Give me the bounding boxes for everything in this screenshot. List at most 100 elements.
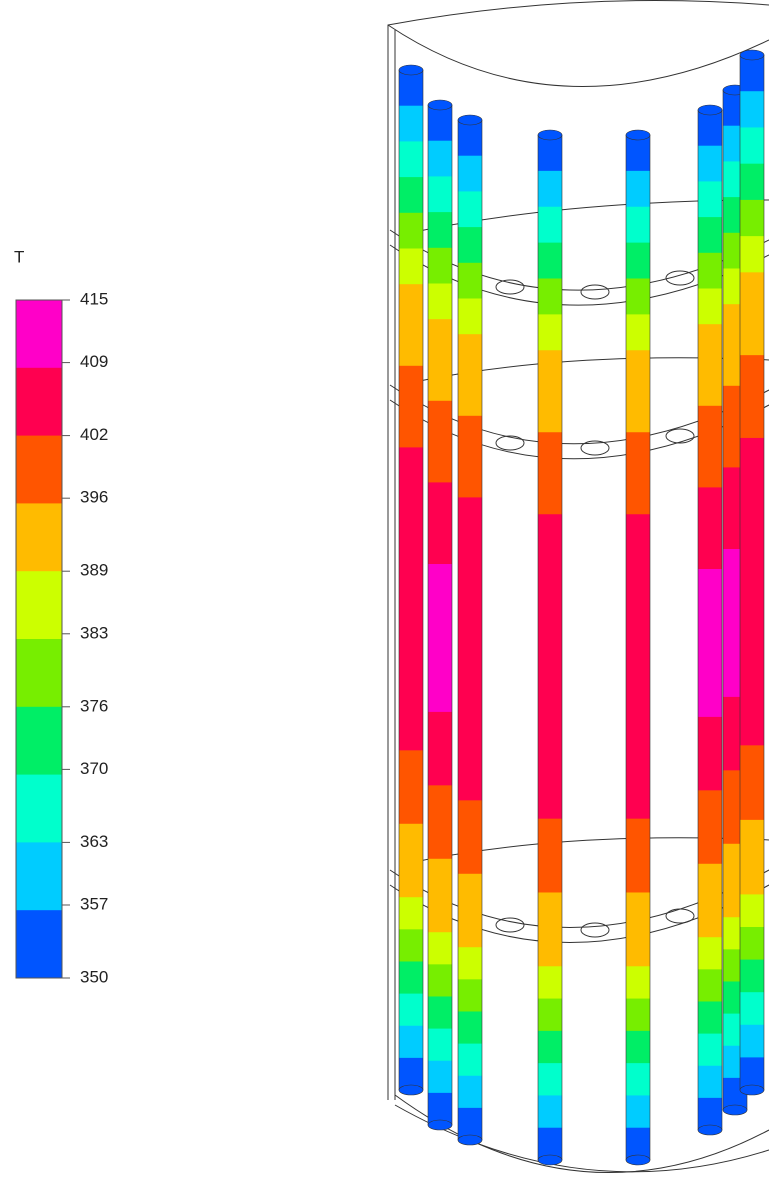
rod-segment [399, 248, 423, 285]
rod-segment [428, 319, 452, 402]
rod-segment [458, 1075, 482, 1109]
rod-segment [740, 926, 764, 961]
rod-segment [538, 432, 562, 515]
rod-segment [428, 564, 452, 713]
rod-segment [538, 314, 562, 351]
rod-segment [698, 217, 722, 254]
rod-segment [399, 750, 423, 825]
tick-label: 402 [80, 425, 108, 444]
color-band [16, 300, 62, 369]
rod-segment [698, 716, 722, 791]
rod-segment [626, 1063, 650, 1096]
rod-segment [399, 212, 423, 249]
rod-segment [428, 964, 452, 997]
color-band [16, 842, 62, 911]
color-band [16, 639, 62, 708]
rod-segment [740, 745, 764, 821]
rod-segment [626, 314, 650, 351]
rod-segment [740, 272, 764, 356]
rod-segment [428, 283, 452, 320]
rod-segment [740, 894, 764, 928]
color-band [16, 503, 62, 572]
rod-segment [428, 1028, 452, 1062]
tick-label: 370 [80, 759, 108, 778]
rod-segment [399, 141, 423, 178]
color-band [16, 435, 62, 504]
rod-segment [458, 873, 482, 948]
rod-segment [399, 897, 423, 930]
rod-segment [626, 242, 650, 279]
rod-segment [538, 1063, 562, 1096]
rod-segment [458, 262, 482, 299]
rod-segment [698, 790, 722, 865]
rod-segment [428, 212, 452, 249]
legend-title: T [14, 247, 24, 266]
rod-cap [427, 99, 453, 111]
rod-segment [538, 818, 562, 893]
rod-base [722, 1104, 748, 1116]
rod-segment [626, 514, 650, 820]
rod-segment [698, 405, 722, 488]
rod-segment [538, 278, 562, 315]
rod-base [427, 1119, 453, 1131]
rod-segment [458, 227, 482, 264]
rod-segment [458, 415, 482, 498]
rod-segment [399, 365, 423, 448]
rod-segment [698, 937, 722, 970]
rod-segment [698, 1001, 722, 1035]
rod-segment [538, 966, 562, 1000]
rod-segment [740, 959, 764, 993]
rod-segment [458, 298, 482, 335]
rod-segment [626, 135, 650, 172]
rod-segment [428, 996, 452, 1030]
rod-segment [538, 170, 562, 208]
rod-segment [626, 892, 650, 967]
rod-segment [399, 993, 423, 1027]
rod-cap [457, 114, 483, 126]
rod-base [457, 1134, 483, 1146]
color-band [16, 571, 62, 640]
rod-segment [458, 155, 482, 192]
rod-segment [626, 432, 650, 515]
rod-segment [428, 176, 452, 213]
rod-segment [538, 350, 562, 433]
rod-segment [458, 497, 482, 801]
rod-segment [740, 91, 764, 128]
rod-segment [626, 278, 650, 315]
rod-segment [428, 482, 452, 565]
rod-segment [399, 70, 423, 107]
tick-label: 350 [80, 967, 108, 986]
rod-segment [740, 163, 764, 201]
rod-segment [458, 191, 482, 228]
rod-segment [538, 892, 562, 967]
rod-segment [626, 966, 650, 1000]
tick-label: 363 [80, 832, 108, 851]
color-band [16, 774, 62, 843]
rod-segment [428, 858, 452, 933]
rod-segment [740, 236, 764, 273]
rod-base [398, 1084, 424, 1096]
rod-segment [740, 819, 764, 895]
rod-segment [740, 1024, 764, 1058]
tick-label: 357 [80, 894, 108, 913]
rod-segment [458, 947, 482, 980]
rod-segment [428, 400, 452, 483]
rod-segment [458, 1043, 482, 1077]
rod-cap [697, 104, 723, 116]
rod-segment [698, 969, 722, 1002]
color-band [16, 910, 62, 979]
rod-segment [698, 487, 722, 570]
rod-segment [626, 206, 650, 244]
rod-segment [740, 199, 764, 237]
rod-segment [538, 998, 562, 1032]
rod-segment [740, 55, 764, 92]
rod-segment [538, 242, 562, 279]
rod-segment [698, 288, 722, 325]
rod-segment [458, 1011, 482, 1045]
rod-segment [399, 929, 423, 962]
rod-segment [428, 105, 452, 142]
rod-segment [399, 284, 423, 367]
rod-cap [537, 129, 563, 141]
rod-segment [626, 998, 650, 1032]
rod-base [625, 1154, 651, 1166]
